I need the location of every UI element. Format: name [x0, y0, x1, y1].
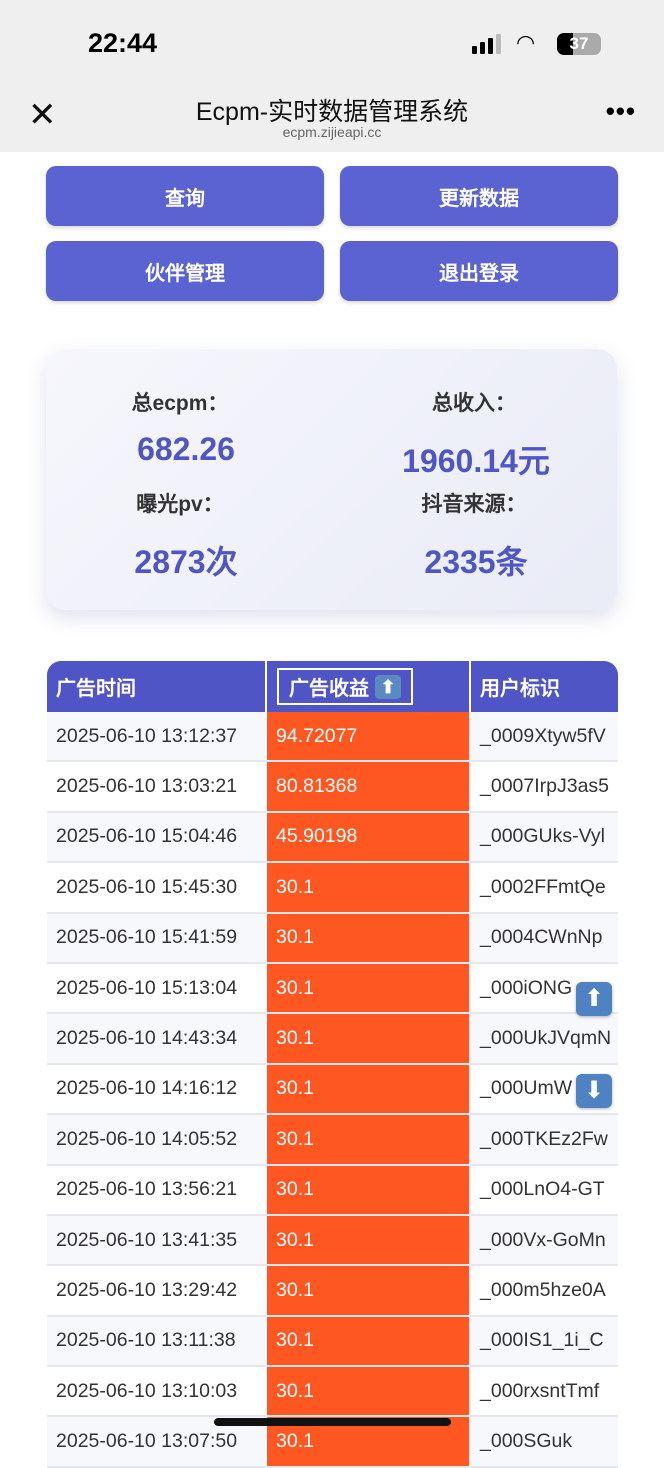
cell-ad-time: 2025-06-10 14:43:34: [47, 1014, 267, 1063]
cell-ad-time: 2025-06-10 13:12:37: [47, 712, 267, 761]
cell-ad-revenue: 30.1: [267, 1266, 471, 1315]
cell-ad-revenue: 30.1: [267, 1215, 471, 1265]
income-value: 1960.14元: [402, 443, 550, 479]
signal-icon: [472, 34, 501, 54]
cell-user-id: _0007IrpJ3as5: [480, 775, 610, 798]
cell-user-id: _0009Xtyw5fV: [480, 724, 606, 747]
status-bar: 22:44 ◠ 37: [0, 0, 664, 72]
cell-ad-revenue: 30.1: [267, 1064, 471, 1114]
stats-card: 总ecpm： 682.26 总收入： 1960.14元 曝光pv： 2873次 …: [46, 349, 617, 610]
table-body: 2025-06-10 13:12:37 94.72077 _0009Xtyw5fV 2…: [47, 712, 618, 1468]
cell-user-id: _000m5hze0A: [480, 1278, 606, 1301]
source-label: 抖音来源：: [421, 493, 527, 516]
query-button[interactable]: 查询: [46, 166, 324, 226]
cell-ad-time: 2025-06-10 15:04:46: [47, 812, 267, 862]
ecpm-value: 682.26: [137, 431, 235, 467]
cell-ad-revenue: 30.1: [267, 1115, 471, 1164]
cell-user-id: _000UkJVqmN: [480, 1027, 612, 1050]
cell-ad-revenue: 30.1: [267, 1165, 471, 1214]
scroll-bottom-button[interactable]: ⬇: [576, 1074, 612, 1108]
table-row: 2025-06-10 13:11:38 30.1 _000IS1_1i_C: [47, 1316, 618, 1368]
update-data-button[interactable]: 更新数据: [340, 166, 618, 226]
battery-icon: 37: [557, 33, 601, 55]
close-icon[interactable]: ✕: [28, 96, 57, 134]
cell-ad-time: 2025-06-10 13:29:42: [47, 1266, 267, 1315]
cell-user-id: _000SGuk: [480, 1430, 573, 1453]
cell-ad-revenue: 94.72077: [267, 712, 471, 761]
browser-nav-bar: ✕ Ecpm-实时数据管理系统 ecpm.zijieapi.cc •••: [0, 72, 664, 152]
cell-ad-time: 2025-06-10 15:13:04: [47, 963, 267, 1013]
cell-ad-time: 2025-06-10 15:41:59: [47, 913, 267, 962]
header-ad-revenue-label: 广告收益: [289, 678, 369, 700]
table-row: 2025-06-10 15:13:04 30.1 _000iONG: [47, 963, 618, 1015]
cell-user-id: _000UmW: [480, 1077, 573, 1100]
page-title: Ecpm-实时数据管理系统: [195, 98, 469, 126]
cell-user-id: _0004CWnNp: [480, 926, 603, 949]
clock: 22:44: [88, 28, 158, 58]
wifi-icon: ◠: [516, 30, 536, 55]
ad-data-table: 广告时间 广告收益 ⬆ 用户标识 2025-06-10 13:12:37 94.72…: [47, 661, 618, 1468]
header-ad-revenue[interactable]: 广告收益 ⬆: [267, 661, 471, 712]
logout-button[interactable]: 退出登录: [340, 241, 618, 301]
cell-ad-revenue: 45.90198: [267, 812, 471, 862]
cell-ad-revenue: 30.1: [267, 1316, 471, 1366]
table-row: 2025-06-10 13:56:21 30.1 _000LnO4-GT: [47, 1165, 618, 1216]
source-value: 2335条: [424, 544, 528, 580]
header-ad-time[interactable]: 广告时间: [47, 661, 267, 712]
table-row: 2025-06-10 15:41:59 30.1 _0004CWnNp: [47, 913, 618, 964]
cell-ad-revenue: 30.1: [267, 1367, 471, 1416]
cell-user-id: _000Vx-GoMn: [480, 1228, 606, 1251]
cell-ad-time: 2025-06-10 14:16:12: [47, 1064, 267, 1114]
cell-ad-revenue: 30.1: [267, 913, 471, 962]
table-row: 2025-06-10 14:05:52 30.1 _000TKEz2Fw: [47, 1115, 618, 1166]
cell-user-id: _000TKEz2Fw: [480, 1127, 608, 1150]
partner-management-button[interactable]: 伙伴管理: [46, 241, 324, 301]
page-url: ecpm.zijieapi.cc: [282, 124, 382, 140]
table-row: 2025-06-10 15:04:46 45.90198 _000GUks-Vyl: [47, 812, 618, 864]
table-row: 2025-06-10 13:10:03 30.1 _000rxsntTmf: [47, 1367, 618, 1418]
income-label: 总收入：: [432, 392, 516, 415]
table-row: 2025-06-10 14:43:34 30.1 _000UkJVqmN: [47, 1014, 618, 1065]
ecpm-label: 总ecpm：: [131, 392, 229, 415]
cell-ad-time: 2025-06-10 13:03:21: [47, 762, 267, 811]
cell-ad-time: 2025-06-10 15:45:30: [47, 863, 267, 912]
table-row: 2025-06-10 13:29:42 30.1 _000m5hze0A: [47, 1266, 618, 1317]
cell-ad-time: 2025-06-10 14:05:52: [47, 1115, 267, 1164]
home-indicator: [214, 1418, 451, 1426]
cell-user-id: _000iONG: [480, 976, 573, 999]
cell-ad-time: 2025-06-10 13:56:21: [47, 1165, 267, 1214]
cell-ad-revenue: 80.81368: [267, 762, 471, 811]
cell-user-id: _000LnO4-GT: [480, 1178, 605, 1201]
cell-user-id: _0002FFmtQe: [480, 875, 606, 898]
sort-revenue-button[interactable]: 广告收益 ⬆: [277, 668, 413, 705]
cell-ad-revenue: 30.1: [267, 863, 471, 912]
cell-ad-revenue: 30.1: [267, 963, 471, 1013]
more-icon[interactable]: •••: [605, 96, 636, 126]
sort-up-arrow-icon: ⬆: [375, 674, 401, 699]
table-row: 2025-06-10 13:03:21 80.81368 _0007IrpJ3as5: [47, 762, 618, 813]
table-row: 2025-06-10 15:45:30 30.1 _0002FFmtQe: [47, 863, 618, 914]
table-header: 广告时间 广告收益 ⬆ 用户标识: [47, 661, 618, 712]
table-row: 2025-06-10 13:12:37 94.72077 _0009Xtyw5fV: [47, 712, 618, 763]
cell-ad-time: 2025-06-10 13:11:38: [47, 1316, 267, 1366]
cell-user-id: _000IS1_1i_C: [480, 1329, 604, 1352]
cell-ad-time: 2025-06-10 13:41:35: [47, 1215, 267, 1265]
header-user-id[interactable]: 用户标识: [480, 678, 560, 700]
pv-label: 曝光pv：: [136, 493, 224, 516]
table-row: 2025-06-10 13:41:35 30.1 _000Vx-GoMn: [47, 1215, 618, 1267]
scroll-top-button[interactable]: ⬆: [576, 982, 612, 1016]
table-row: 2025-06-10 14:16:12 30.1 _000UmW: [47, 1064, 618, 1116]
cell-user-id: _000GUks-Vyl: [480, 825, 605, 848]
pv-value: 2873次: [134, 544, 238, 580]
cell-user-id: _000rxsntTmf: [480, 1379, 600, 1402]
cell-ad-revenue: 30.1: [267, 1014, 471, 1063]
cell-ad-time: 2025-06-10 13:10:03: [47, 1367, 267, 1416]
